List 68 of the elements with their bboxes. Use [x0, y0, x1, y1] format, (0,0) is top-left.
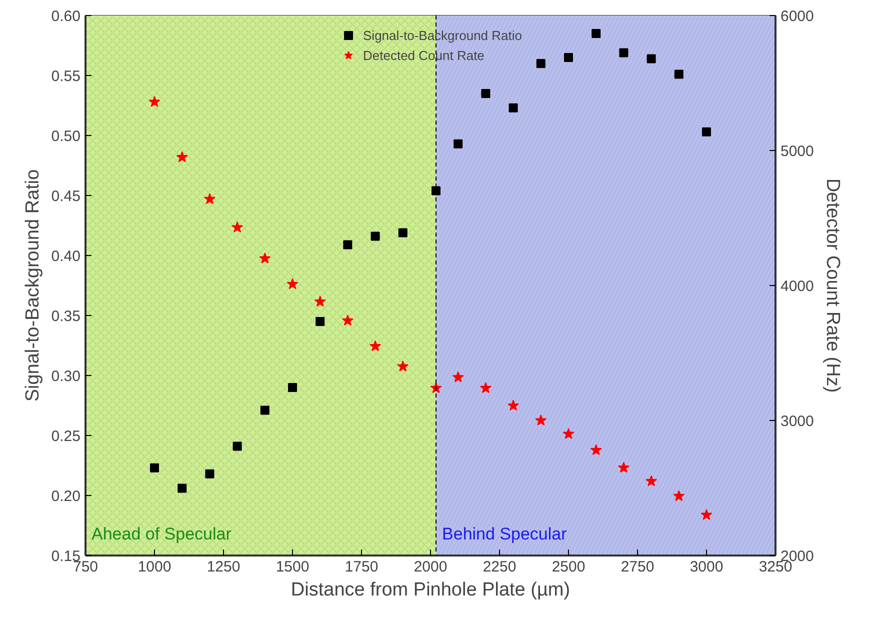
- x-tick-label: 1500: [276, 558, 310, 576]
- point: [592, 29, 601, 38]
- y-tick-label: 0.25: [51, 428, 81, 445]
- point: [674, 70, 684, 79]
- band-label: Behind Specular: [442, 524, 568, 544]
- point: [260, 406, 270, 415]
- point: [178, 484, 187, 493]
- point: [618, 462, 630, 473]
- point: [564, 53, 573, 62]
- point: [454, 139, 463, 148]
- y2-tick-label: 5000: [780, 143, 814, 160]
- point: [536, 59, 546, 68]
- point: [481, 89, 490, 98]
- y-tick-label: 0.35: [51, 308, 81, 325]
- point: [673, 490, 685, 502]
- point: [535, 414, 547, 426]
- y2-axis-title: Detector Count Rate (Hz): [822, 178, 843, 393]
- point: [452, 371, 464, 382]
- point: [370, 232, 380, 241]
- x-tick-label: 1250: [206, 558, 240, 576]
- y2-tick-label: 4000: [780, 278, 814, 295]
- y-tick-label: 0.30: [51, 368, 81, 385]
- y2-tick-label: 3000: [780, 413, 814, 430]
- point: [148, 96, 160, 107]
- point: [619, 48, 628, 58]
- point: [150, 463, 159, 472]
- x-tick-label: 2000: [414, 558, 448, 576]
- point: [343, 240, 352, 250]
- point: [314, 296, 326, 307]
- x-tick-label: 2750: [620, 558, 654, 576]
- point: [288, 383, 297, 392]
- point: [370, 340, 382, 352]
- point: [480, 382, 492, 394]
- x-tick-label: 1750: [344, 558, 378, 576]
- point: [259, 252, 271, 264]
- point: [590, 444, 602, 456]
- point: [316, 317, 325, 326]
- point: [232, 221, 244, 232]
- point: [508, 103, 518, 112]
- band-label: Ahead of Specular: [92, 524, 232, 544]
- point: [700, 509, 712, 520]
- point: [702, 127, 711, 136]
- y-axis-title: Signal-to-Background Ratio: [22, 169, 44, 402]
- y-tick-label: 0.55: [51, 68, 81, 85]
- y-tick-label: 0.50: [51, 128, 81, 145]
- point: [342, 314, 354, 326]
- x-tick-label: 2250: [482, 558, 516, 576]
- y-tick-label: 0.20: [51, 488, 81, 505]
- point: [646, 54, 656, 64]
- point: [398, 228, 408, 238]
- point: [508, 400, 520, 411]
- point: [205, 469, 214, 478]
- y-tick-label: 0.60: [51, 8, 81, 25]
- point: [562, 428, 574, 439]
- point: [232, 442, 242, 451]
- point: [176, 151, 188, 162]
- point: [432, 186, 441, 196]
- point: [286, 278, 298, 290]
- y-tick-label: 0.40: [51, 248, 81, 265]
- x-tick-label: 2500: [552, 558, 586, 576]
- y2-tick-label: 6000: [780, 8, 814, 25]
- x-axis-title: Distance from Pinhole Plate (µm): [290, 580, 570, 600]
- point: [204, 193, 216, 204]
- point: [397, 360, 409, 372]
- x-tick-label: 3000: [690, 558, 724, 576]
- y-tick-label: 0.45: [51, 188, 81, 205]
- x-tick-label: 1000: [138, 558, 172, 576]
- point: [646, 475, 658, 486]
